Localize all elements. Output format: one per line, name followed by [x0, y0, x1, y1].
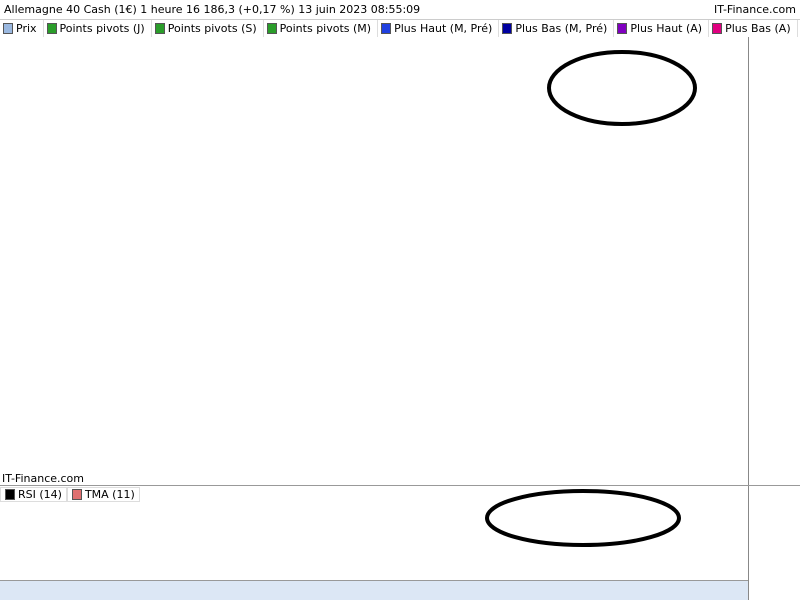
- legend-icon: [71, 489, 82, 500]
- legend-item: Points pivots (J): [43, 20, 152, 37]
- legend-item: Plus Bas (M, Pré): [499, 20, 615, 37]
- legend-item: Plus Haut (A): [614, 20, 710, 37]
- legend-icon: [617, 23, 628, 34]
- legend-label: Plus Haut (A): [630, 22, 703, 35]
- legend-item: Prix: [0, 20, 44, 37]
- legend-item: TMA (11): [66, 487, 140, 502]
- source: IT-Finance.com: [714, 3, 796, 16]
- legend-label: Plus Bas (A): [725, 22, 791, 35]
- legend-icon: [712, 23, 723, 34]
- x-axis-band: [0, 580, 748, 600]
- title: Allemagne 40 Cash (1€) 1 heure 16 186,3 …: [4, 3, 421, 16]
- legend-item: Points pivots (M): [263, 20, 379, 37]
- legend-icon: [154, 23, 165, 34]
- legend-label: RSI (14): [18, 488, 62, 501]
- legend-label: Points pivots (S): [167, 22, 257, 35]
- legend-label: Plus Bas (M, Pré): [515, 22, 608, 35]
- annotation-ellipse: [485, 489, 681, 547]
- legend-item: Points pivots (S): [151, 20, 264, 37]
- rsi-legend: RSI (14) TMA (11): [0, 487, 140, 502]
- legend-label: Points pivots (M): [279, 22, 372, 35]
- legend-icon: [3, 23, 13, 34]
- legend-label: Prix: [16, 22, 37, 35]
- legend-item: RSI (14): [0, 487, 67, 502]
- legend-label: TMA (11): [84, 488, 135, 501]
- watermark: IT-Finance.com: [2, 472, 84, 485]
- legend-label: Points pivots (J): [59, 22, 145, 35]
- legend-icon: [46, 23, 57, 34]
- legend-icon: [266, 23, 277, 34]
- legend: Prix Points pivots (J) Points pivots (S) Po…: [0, 20, 800, 37]
- legend-item: Plus Haut (M, Pré): [378, 20, 500, 37]
- legend-icon: [502, 23, 513, 34]
- legend-item: Plus: [797, 20, 800, 37]
- legend-label: Plus Haut (M, Pré): [394, 22, 493, 35]
- annotation-ellipse: [547, 50, 697, 126]
- legend-icon: [5, 489, 15, 500]
- header: Allemagne 40 Cash (1€) 1 heure 16 186,3 …: [0, 0, 800, 20]
- legend-icon: [381, 23, 392, 34]
- legend-item: Plus Bas (A): [709, 20, 798, 37]
